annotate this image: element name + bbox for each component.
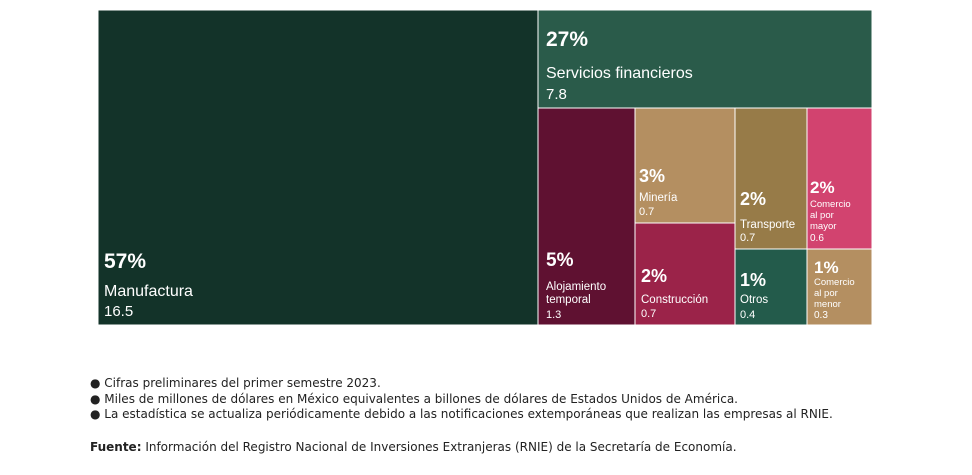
tile-category-label: al por	[810, 210, 834, 221]
tile-category-label: Comercio	[814, 277, 855, 288]
tile-value-label: 0.7	[641, 308, 656, 320]
tile-value-label: 7.8	[546, 86, 567, 103]
tile-percent-label: 5%	[546, 250, 574, 271]
treemap-tile-rect	[806, 107, 873, 250]
source-text: Información del Registro Nacional de Inv…	[141, 440, 737, 454]
tile-value-label: 0.7	[740, 232, 755, 244]
note-line: ● Cifras preliminares del primer semestr…	[90, 376, 381, 390]
tile-category-label: Comercio	[810, 199, 851, 210]
treemap-tile-rect	[537, 107, 636, 326]
treemap-chart: 57% Manufactura 16.5 27% Servicios financier…	[97, 9, 873, 326]
treemap-tile: 2% Construcción 0.7	[634, 222, 736, 326]
treemap-tile-rect	[634, 107, 736, 224]
tile-value-label: 16.5	[104, 303, 133, 320]
tile-percent-label: 2%	[641, 266, 667, 286]
treemap-tile-rect	[634, 222, 736, 326]
tile-percent-label: 1%	[814, 258, 839, 277]
tile-percent-label: 3%	[639, 166, 665, 186]
tile-category-label: menor	[814, 299, 841, 310]
tile-category-label: Alojamiento	[546, 281, 606, 293]
tile-category-label: mayor	[810, 221, 836, 232]
treemap-tile: 27% Servicios financieros 7.8	[537, 9, 873, 109]
tile-percent-label: 1%	[740, 270, 766, 290]
tile-percent-label: 2%	[740, 189, 766, 209]
treemap-tile: 1% Otros 0.4	[734, 248, 808, 326]
notes: ● Cifras preliminares del primer semestr…	[90, 376, 833, 423]
treemap-tile-rect	[97, 9, 539, 326]
tile-value-label: 0.7	[639, 206, 654, 218]
tile-category-label: Servicios financieros	[546, 65, 693, 82]
source-note: Fuente: Información del Registro Naciona…	[90, 440, 737, 454]
tile-value-label: 1.3	[546, 309, 561, 321]
treemap-tile-rect	[734, 107, 808, 250]
tile-value-label: 0.3	[814, 310, 828, 321]
treemap-tile: 3% Minería 0.7	[634, 107, 736, 224]
treemap-tile-rect	[537, 9, 873, 109]
tile-category-label: Construcción	[641, 294, 708, 306]
note-line: ● Miles de millones de dólares en México…	[90, 391, 738, 406]
source-label: Fuente:	[90, 440, 142, 454]
tile-value-label: 0.6	[810, 233, 824, 244]
treemap-tile-rect	[734, 248, 808, 326]
treemap-tile-rect	[806, 248, 873, 326]
tile-category-label: temporal	[546, 294, 591, 306]
tile-percent-label: 27%	[546, 28, 588, 51]
tile-value-label: 0.4	[740, 309, 755, 321]
note-line: ● La estadística se actualiza periódicam…	[90, 407, 833, 421]
tile-percent-label: 2%	[810, 178, 835, 197]
tile-percent-label: 57%	[104, 250, 146, 273]
tile-category-label: Transporte	[740, 219, 795, 231]
tile-category-label: al por	[814, 288, 838, 299]
tile-category-label: Minería	[639, 192, 678, 204]
tile-category-label: Manufactura	[104, 283, 193, 300]
tile-category-label: Otros	[740, 294, 768, 306]
treemap-tile: 57% Manufactura 16.5	[97, 9, 539, 326]
